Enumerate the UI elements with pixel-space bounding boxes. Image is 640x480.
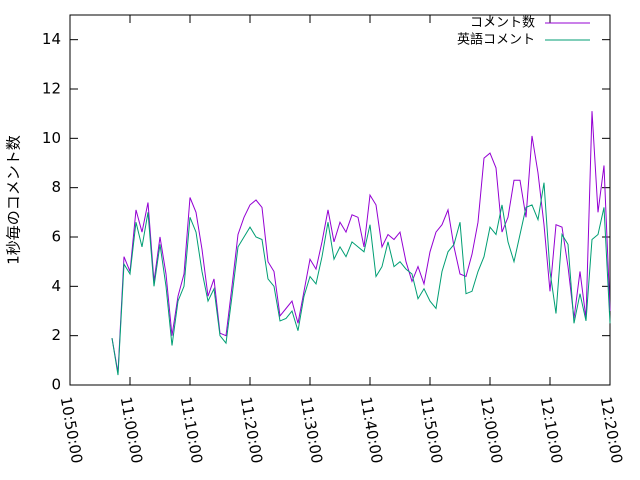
legend-label: 英語コメント xyxy=(457,32,535,48)
y-tick-label: 4 xyxy=(51,277,61,295)
series-line xyxy=(111,182,611,376)
y-axis-label: 1秒毎のコメント数 xyxy=(5,135,23,265)
x-tick-label: 11:20:00 xyxy=(237,395,266,464)
y-tick-label: 2 xyxy=(51,326,61,344)
x-tick-label: 11:40:00 xyxy=(357,395,386,464)
legend-label: コメント数 xyxy=(470,16,535,31)
y-tick-label: 12 xyxy=(42,80,61,98)
series-line xyxy=(111,111,611,373)
x-tick-label: 11:10:00 xyxy=(177,395,206,464)
x-tick-label: 11:30:00 xyxy=(297,395,326,464)
x-tick-label: 11:00:00 xyxy=(117,395,146,464)
y-tick-label: 10 xyxy=(42,129,61,147)
x-tick-label: 11:50:00 xyxy=(417,395,446,464)
x-tick-label: 12:00:00 xyxy=(477,395,506,464)
plot-frame xyxy=(69,14,611,386)
y-tick-label: 0 xyxy=(51,376,61,394)
x-tick-label: 10:50:00 xyxy=(57,395,86,464)
x-tick-label: 12:10:00 xyxy=(537,395,566,464)
y-tick-label: 8 xyxy=(51,178,61,196)
x-tick-label: 12:20:00 xyxy=(597,395,626,464)
y-tick-label: 14 xyxy=(42,30,61,48)
y-tick-label: 6 xyxy=(51,228,61,246)
